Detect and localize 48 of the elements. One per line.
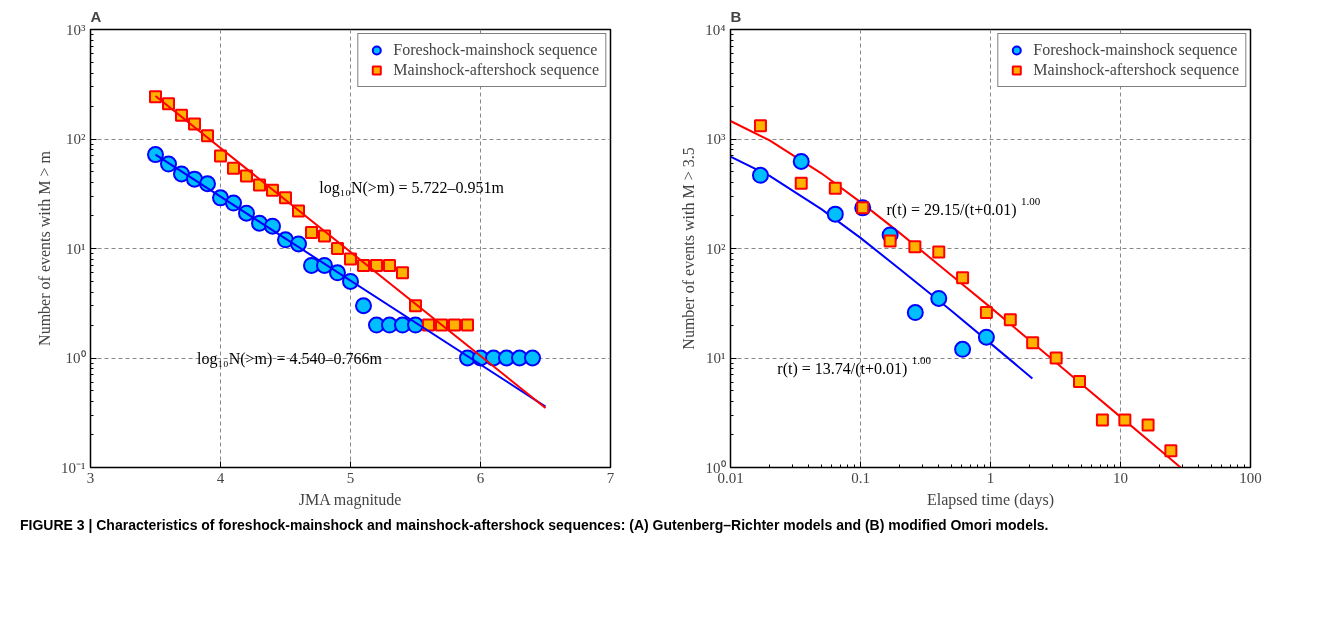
point	[253, 178, 266, 192]
x-tick-label: 4	[216, 469, 225, 486]
point	[240, 169, 253, 183]
y-tick-label: 10⁻¹	[61, 459, 86, 476]
y-tick-label: 10⁰	[65, 350, 86, 366]
x-tick-label: 100	[1239, 469, 1262, 486]
x-tick-label: 6	[476, 469, 485, 486]
point	[448, 318, 461, 332]
legend-label: Foreshock-mainshock sequence	[393, 41, 598, 59]
annotation: r(t) = 29.15/(t+0.01)1.00	[886, 194, 1041, 219]
y-tick-label: 10¹	[66, 240, 86, 257]
legend-label: Mainshock-aftershock sequence	[1033, 61, 1239, 79]
point	[305, 226, 318, 239]
y-tick-label: 10³	[66, 21, 86, 38]
chart-title: A	[90, 7, 102, 25]
point	[355, 297, 372, 315]
point	[214, 149, 227, 163]
annotation: r(t) = 13.74/(t+0.01)1.00	[777, 354, 932, 379]
point	[344, 252, 357, 266]
x-tick-label: 3	[86, 469, 95, 486]
annotation: log₁₀N(>m) = 5.722–0.951m	[319, 178, 505, 197]
x-axis-title: Elapsed time (days)	[926, 490, 1055, 509]
legend-label: Mainshock-aftershock sequence	[393, 61, 599, 79]
x-tick-label: 7	[606, 469, 615, 486]
y-tick-label: 10⁴	[705, 21, 726, 38]
annotation: log₁₀N(>m) = 4.540–0.766m	[197, 349, 383, 368]
x-tick-label: 5	[346, 469, 355, 486]
x-axis-title: JMA magnitude	[298, 490, 402, 509]
point	[461, 318, 474, 332]
point	[147, 146, 164, 164]
point	[331, 242, 344, 255]
point	[370, 258, 383, 272]
caption: FIGURE 3 | Characteristics of foreshock-mainshock and mainshock-aftershock sequences: (A) Gutenberg–Richter models and (B) modified Omori models.	[20, 516, 1049, 535]
point	[227, 161, 240, 175]
x-tick-label: 1	[986, 469, 995, 486]
y-axis-title: Number of events with M > m	[36, 150, 53, 346]
y-tick-label: 10¹	[706, 350, 726, 366]
point	[396, 266, 409, 280]
legend-label: Foreshock-mainshock sequence	[1033, 41, 1238, 59]
y-axis-title: Number of events with M > 3.5	[680, 147, 698, 350]
point	[524, 349, 541, 367]
x-tick-label: 0.1	[851, 469, 870, 486]
y-tick-label: 10³	[706, 131, 726, 147]
x-tick-label: 10	[1113, 469, 1128, 486]
point	[383, 258, 396, 272]
y-tick-label: 10²	[706, 240, 726, 257]
y-tick-label: 10²	[66, 131, 86, 147]
chart-title: B	[730, 7, 742, 25]
